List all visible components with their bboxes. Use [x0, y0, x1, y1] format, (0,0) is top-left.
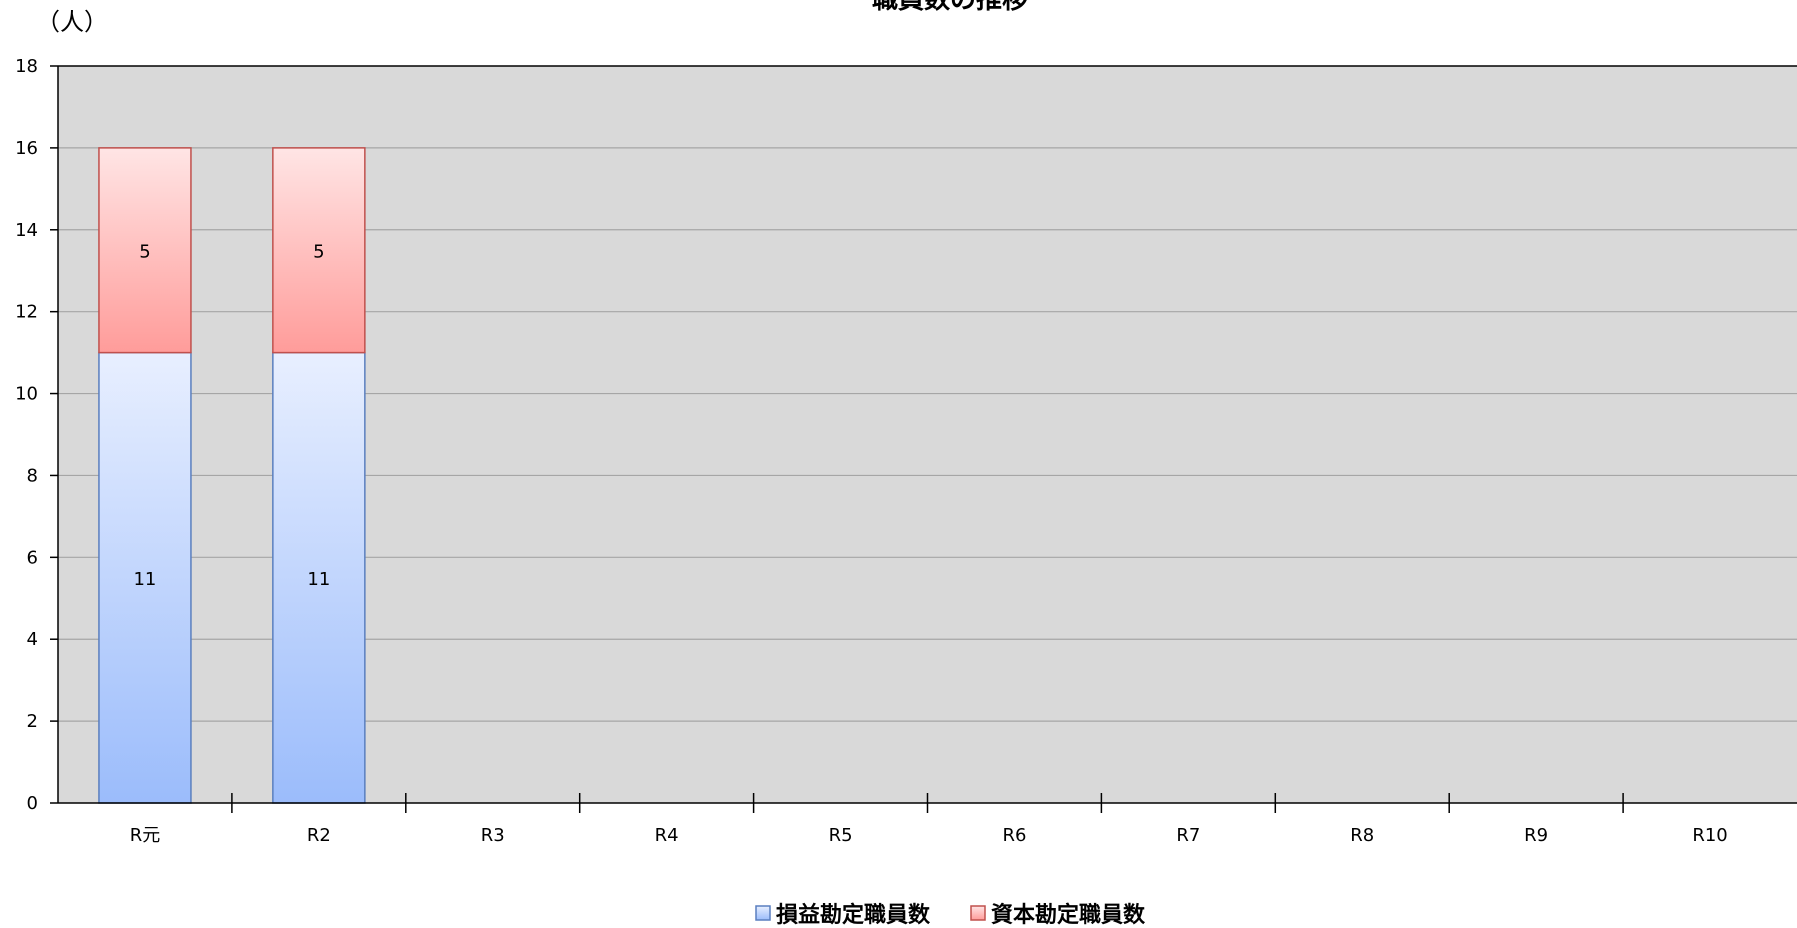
x-tick-label: R4: [655, 825, 679, 846]
bar-segment: [272, 147, 366, 354]
legend-swatch: [755, 905, 771, 921]
data-labels: 11 5 11 5: [133, 241, 330, 590]
y-tick-labels: 0 2 4 6 8 10 12 14 16 18: [15, 56, 38, 814]
y-tick-label: 16: [15, 138, 38, 159]
x-tick-label: R5: [829, 825, 853, 846]
y-tick-label: 14: [15, 220, 38, 241]
x-tick-label: R8: [1350, 825, 1374, 846]
x-tick-label: R6: [1002, 825, 1026, 846]
data-label: 11: [133, 569, 156, 590]
legend: 損益勘定職員数 資本勘定職員数: [755, 902, 1146, 928]
bar-segment: [98, 147, 192, 354]
y-tick-label: 12: [15, 302, 38, 323]
data-label: 5: [139, 241, 150, 262]
legend-entry: 資本勘定職員数: [991, 902, 1146, 928]
data-label: 11: [307, 569, 330, 590]
x-tick-label: R元: [130, 825, 161, 846]
x-tick-labels: R元 R2 R3 R4 R5 R6 R7 R8 R9 R10: [130, 825, 1728, 846]
x-tick-label: R3: [481, 825, 505, 846]
x-tick-label: R10: [1692, 825, 1727, 846]
y-tick-label: 10: [15, 384, 38, 405]
bars: [98, 147, 366, 804]
x-tick-label: R2: [307, 825, 331, 846]
data-label: 5: [313, 241, 324, 262]
y-tick-label: 2: [27, 711, 38, 732]
axes: [50, 65, 1797, 813]
y-tick-label: 18: [15, 56, 38, 77]
y-tick-label: 8: [27, 465, 38, 486]
y-tick-label: 6: [27, 547, 38, 568]
legend-entry: 損益勘定職員数: [776, 902, 931, 928]
bar-segment: [98, 351, 192, 804]
chart-title: 職員数の推移: [872, 0, 1028, 15]
y-axis-unit-label: （人）: [36, 8, 108, 36]
y-tick-label: 4: [27, 629, 38, 650]
legend-swatch: [970, 905, 986, 921]
x-tick-label: R9: [1524, 825, 1548, 846]
x-tick-label: R7: [1176, 825, 1200, 846]
y-tick-label: 0: [27, 793, 38, 814]
